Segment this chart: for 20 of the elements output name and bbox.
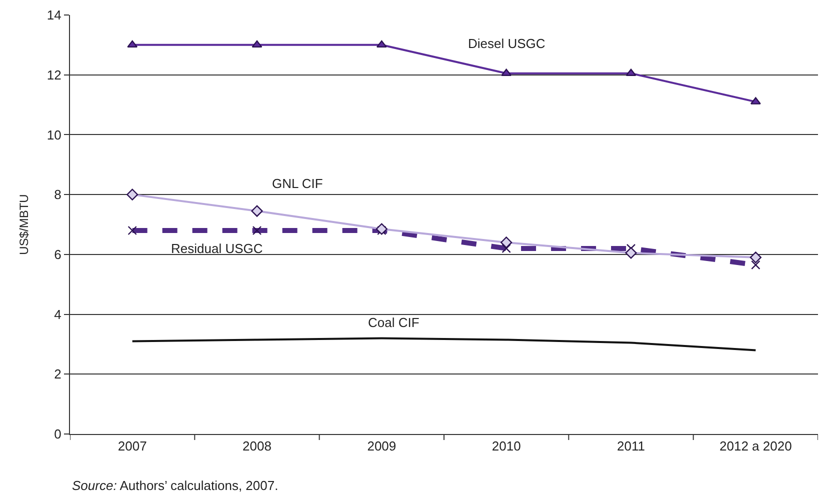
source-note: Source: Authors’ calculations, 2007. <box>72 478 278 493</box>
y-tick-label: 0 <box>54 426 62 442</box>
y-tick-label: 6 <box>54 246 62 262</box>
x-tick-label: 2011 <box>617 438 645 454</box>
x-tick-label: 2012 a 2020 <box>720 438 792 454</box>
y-tick-label: 10 <box>46 127 62 142</box>
x-tick-label: 2007 <box>118 438 147 454</box>
series-label: Coal CIF <box>368 315 420 330</box>
y-tick-label: 4 <box>54 306 62 322</box>
y-tick-label: 2 <box>54 366 62 382</box>
y-tick-label: 14 <box>46 8 62 23</box>
series-label: Diesel USGC <box>468 36 546 51</box>
series-label: GNL CIF <box>272 176 323 191</box>
x-tick-label: 2010 <box>492 438 521 454</box>
x-tick-label: 2008 <box>242 438 272 454</box>
y-tick-label: 8 <box>54 187 62 202</box>
series-label: Residual USGC <box>171 241 263 256</box>
x-tick-label: 2009 <box>367 438 396 454</box>
y-tick-label: 12 <box>46 67 62 82</box>
y-axis-title: US$/MBTU <box>17 194 32 255</box>
